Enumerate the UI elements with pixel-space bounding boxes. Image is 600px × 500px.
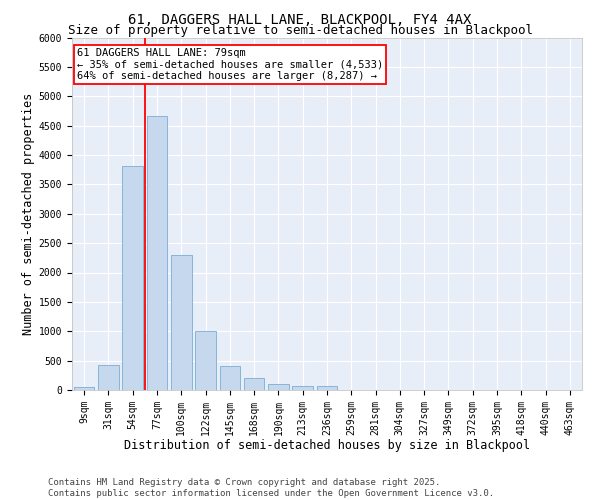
Bar: [98, 364, 119, 390]
Bar: [220, 366, 240, 390]
Text: 61 DAGGERS HALL LANE: 79sqm
← 35% of semi-detached houses are smaller (4,533)
64: 61 DAGGERS HALL LANE: 79sqm ← 35% of sem…: [77, 48, 383, 82]
Bar: [122, 166, 143, 390]
Bar: [74, 387, 94, 390]
Text: Contains HM Land Registry data © Crown copyright and database right 2025.
Contai: Contains HM Land Registry data © Crown c…: [48, 478, 494, 498]
Text: 61, DAGGERS HALL LANE, BLACKPOOL, FY4 4AX: 61, DAGGERS HALL LANE, BLACKPOOL, FY4 4A…: [128, 12, 472, 26]
Bar: [195, 331, 216, 390]
Bar: [171, 256, 191, 390]
X-axis label: Distribution of semi-detached houses by size in Blackpool: Distribution of semi-detached houses by …: [124, 439, 530, 452]
Text: Size of property relative to semi-detached houses in Blackpool: Size of property relative to semi-detach…: [67, 24, 533, 37]
Bar: [244, 378, 265, 390]
Bar: [292, 386, 313, 390]
Bar: [317, 386, 337, 390]
Bar: [146, 116, 167, 390]
Bar: [268, 384, 289, 390]
Y-axis label: Number of semi-detached properties: Number of semi-detached properties: [22, 92, 35, 335]
